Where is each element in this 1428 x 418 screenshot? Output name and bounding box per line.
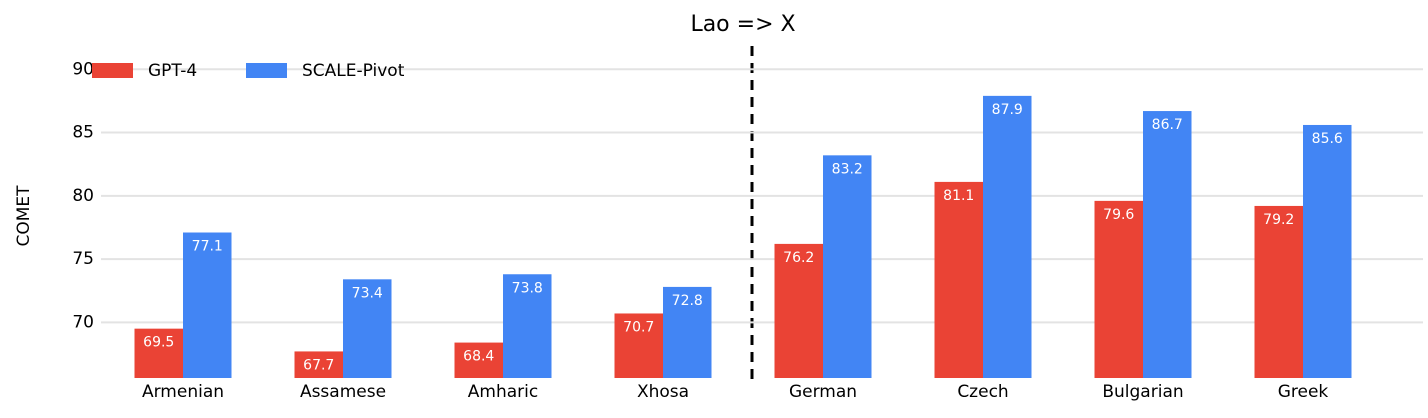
value-label: 81.1 bbox=[943, 188, 974, 204]
legend-label: SCALE-Pivot bbox=[302, 61, 405, 81]
bar bbox=[343, 279, 392, 378]
x-tick-label: Czech bbox=[957, 382, 1008, 402]
x-tick-label: German bbox=[789, 382, 857, 402]
value-label: 87.9 bbox=[992, 102, 1023, 118]
legend-label: GPT-4 bbox=[148, 61, 197, 81]
value-label: 76.2 bbox=[783, 250, 814, 266]
value-label: 73.8 bbox=[512, 280, 543, 296]
value-label: 70.7 bbox=[623, 319, 654, 335]
value-label: 85.6 bbox=[1312, 131, 1343, 147]
legend-swatch bbox=[92, 63, 133, 78]
bar bbox=[183, 232, 232, 378]
y-tick-label: 80 bbox=[72, 186, 94, 206]
x-tick-label: Bulgarian bbox=[1102, 382, 1183, 402]
value-label: 68.4 bbox=[463, 349, 494, 365]
bar bbox=[934, 181, 983, 378]
x-tick-label: Assamese bbox=[300, 382, 386, 402]
bar bbox=[1143, 111, 1192, 378]
value-label: 72.8 bbox=[672, 293, 703, 309]
value-label: 79.2 bbox=[1263, 212, 1294, 228]
chart-title: Lao => X bbox=[690, 12, 795, 37]
bar bbox=[1303, 124, 1352, 378]
bar bbox=[454, 342, 503, 378]
value-label: 67.7 bbox=[303, 357, 334, 373]
y-tick-label: 85 bbox=[72, 123, 94, 143]
value-label: 86.7 bbox=[1152, 117, 1183, 133]
value-label: 73.4 bbox=[352, 285, 383, 301]
bar bbox=[823, 155, 872, 378]
value-label: 69.5 bbox=[143, 335, 174, 351]
value-label: 77.1 bbox=[192, 239, 223, 255]
bar bbox=[1094, 200, 1143, 378]
x-tick-label: Greek bbox=[1278, 382, 1329, 402]
bar bbox=[663, 286, 712, 378]
value-label: 83.2 bbox=[832, 161, 863, 177]
y-tick-label: 75 bbox=[72, 249, 94, 269]
bar bbox=[294, 351, 343, 378]
bar bbox=[134, 328, 183, 378]
legend-swatch bbox=[246, 63, 287, 78]
bar bbox=[1254, 205, 1303, 378]
value-label: 79.6 bbox=[1103, 207, 1134, 223]
y-tick-label: 90 bbox=[72, 59, 94, 79]
bars: Armenian 69.5 77.1 Assamese 67.7 73.4 Amharic 6… bbox=[134, 95, 1352, 402]
x-tick-label: Armenian bbox=[142, 382, 224, 402]
x-tick-label: Amharic bbox=[468, 382, 538, 402]
bar bbox=[614, 313, 663, 378]
legend: GPT-4 SCALE-Pivot bbox=[92, 61, 405, 81]
bar bbox=[983, 95, 1032, 378]
bar bbox=[774, 243, 823, 378]
x-tick-label: Xhosa bbox=[637, 382, 689, 402]
bar bbox=[503, 274, 552, 378]
grid: 70 75 80 85 90 bbox=[72, 59, 1423, 332]
y-axis-label: COMET bbox=[14, 185, 34, 247]
y-tick-label: 70 bbox=[72, 312, 94, 332]
